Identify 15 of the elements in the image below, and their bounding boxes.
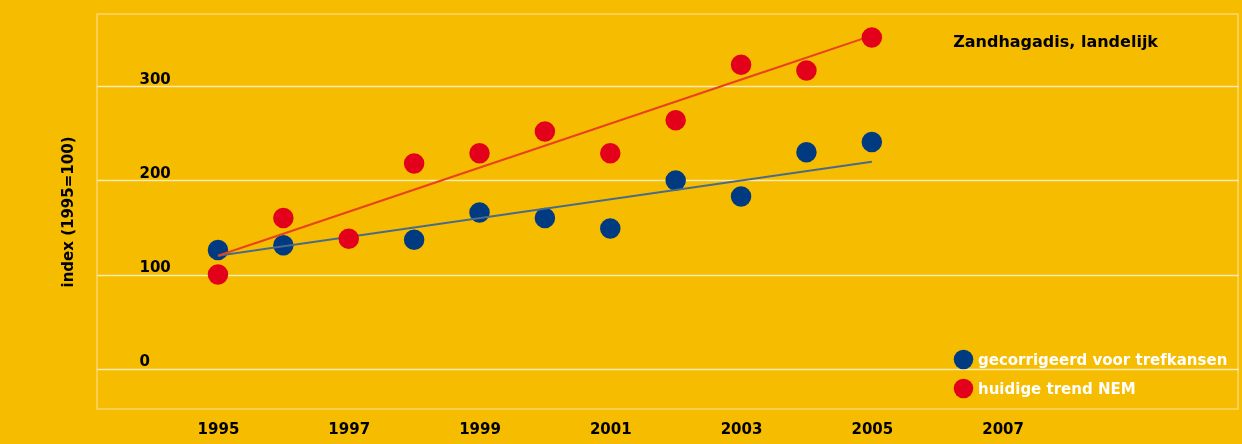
x-tick-label: 2001	[589, 419, 632, 438]
y-tick-label: 100	[139, 258, 171, 277]
x-tick-label: 1999	[459, 419, 501, 438]
x-tick-label: 1997	[328, 419, 371, 438]
y-tick-label: 200	[139, 163, 171, 182]
x-tick-label: 2007	[982, 419, 1024, 438]
legend-label: gecorrigeerd voor trefkansen	[978, 350, 1228, 369]
y-tick-label: 0	[139, 352, 150, 371]
y-axis-title: index (1995=100)	[58, 136, 77, 288]
legend-label: huidige trend NEM	[978, 379, 1136, 398]
y-tick-label: 300	[139, 69, 171, 88]
x-tick-label: 2003	[720, 419, 763, 438]
text: Zandhagadis, landelijk	[953, 32, 1159, 51]
x-tick-label: 2005	[851, 419, 894, 438]
x-tick-label: 1995	[197, 419, 240, 438]
